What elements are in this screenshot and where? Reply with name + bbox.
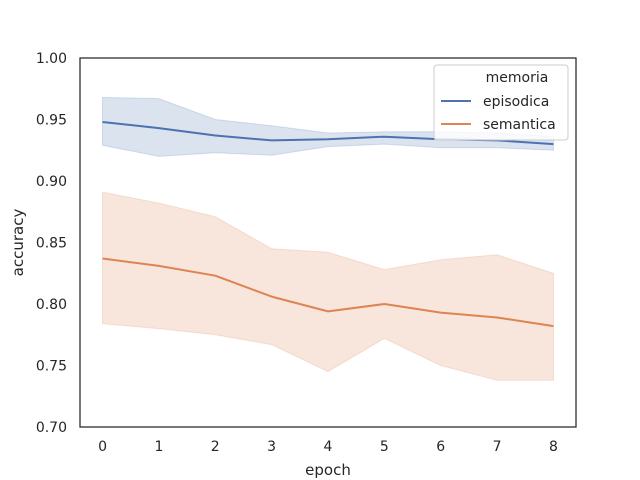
legend-box [433, 64, 569, 141]
y-tick-label: 0.75 [36, 359, 67, 375]
y-tick-label: 0.90 [36, 174, 67, 190]
y-axis-ticks: 0.70 0.75 0.80 0.85 0.90 0.95 1.00 [36, 51, 67, 436]
x-tick-label: 2 [211, 439, 220, 455]
ci-band-episodica [102, 96, 554, 157]
x-tick-label: 5 [380, 439, 389, 455]
y-tick-label: 0.70 [36, 420, 67, 436]
series-line-semantica [102, 257, 554, 328]
x-axis-ticks: 0 1 2 3 4 5 6 7 8 [98, 439, 558, 455]
x-axis-label: epoch [305, 461, 351, 479]
legend-entry-label: episodica [483, 94, 549, 110]
x-tick-label: 3 [267, 439, 276, 455]
x-tick-label: 8 [549, 439, 558, 455]
x-tick-label: 7 [493, 439, 502, 455]
y-tick-label: 0.80 [36, 297, 67, 313]
y-tick-label: 0.95 [36, 113, 67, 129]
y-tick-label: 1.00 [36, 51, 67, 67]
confidence-bands [102, 96, 554, 381]
x-tick-label: 6 [436, 439, 445, 455]
x-tick-label: 0 [98, 439, 107, 455]
plot-area-frame [79, 57, 577, 428]
y-axis-label: accuracy [9, 209, 27, 277]
legend: memoria episodica semantica [433, 64, 569, 141]
y-tick-label: 0.85 [36, 236, 67, 252]
ci-band-semantica [102, 191, 554, 381]
x-tick-label: 4 [324, 439, 333, 455]
legend-entry-label: semantica [483, 117, 556, 133]
legend-title: memoria [486, 70, 549, 86]
x-tick-label: 1 [154, 439, 163, 455]
